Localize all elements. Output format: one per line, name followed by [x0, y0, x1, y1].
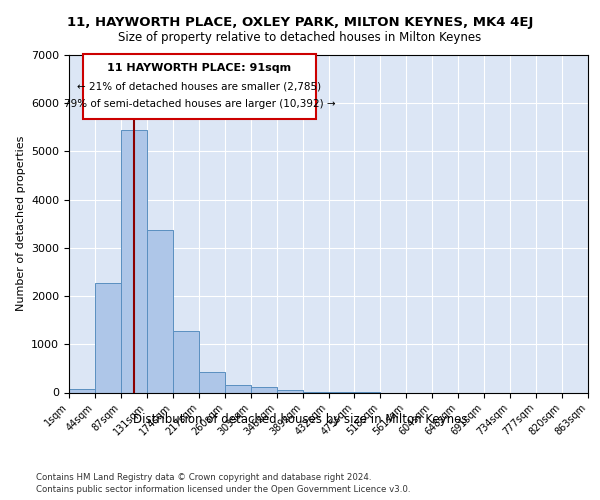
Y-axis label: Number of detached properties: Number of detached properties: [16, 136, 26, 312]
Text: Size of property relative to detached houses in Milton Keynes: Size of property relative to detached ho…: [118, 31, 482, 44]
Text: 11 HAYWORTH PLACE: 91sqm: 11 HAYWORTH PLACE: 91sqm: [107, 63, 292, 73]
Bar: [173, 331, 199, 392]
Bar: [251, 387, 277, 392]
Text: 79% of semi-detached houses are larger (10,392) →: 79% of semi-detached houses are larger (…: [64, 100, 335, 110]
Text: 11, HAYWORTH PLACE, OXLEY PARK, MILTON KEYNES, MK4 4EJ: 11, HAYWORTH PLACE, OXLEY PARK, MILTON K…: [67, 16, 533, 29]
Text: ← 21% of detached houses are smaller (2,785): ← 21% of detached houses are smaller (2,…: [77, 82, 322, 92]
Bar: [147, 230, 173, 392]
FancyBboxPatch shape: [83, 54, 316, 118]
Bar: [69, 389, 95, 392]
Bar: [121, 130, 147, 392]
Bar: [95, 283, 121, 393]
Text: Contains public sector information licensed under the Open Government Licence v3: Contains public sector information licen…: [36, 485, 410, 494]
Bar: [199, 372, 224, 392]
Text: Contains HM Land Registry data © Crown copyright and database right 2024.: Contains HM Land Registry data © Crown c…: [36, 472, 371, 482]
Text: Distribution of detached houses by size in Milton Keynes: Distribution of detached houses by size …: [133, 412, 467, 426]
Bar: [277, 390, 302, 392]
Bar: [225, 386, 251, 392]
